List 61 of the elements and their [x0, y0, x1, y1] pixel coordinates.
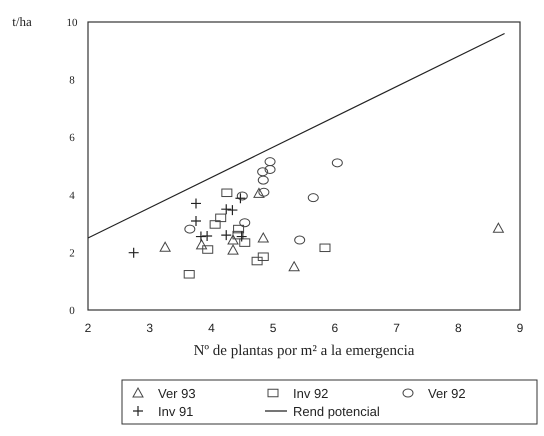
point [332, 158, 343, 168]
x-axis-title: Nº de plantas por m² a la emergencia [194, 343, 415, 359]
x-tick-label: 8 [454, 321, 462, 335]
point [202, 230, 213, 242]
point [228, 244, 239, 255]
point [257, 167, 268, 176]
x-tick-label: 6 [332, 321, 339, 335]
legend-label: Ver 92 [428, 386, 466, 401]
point [236, 230, 248, 242]
x-tick-label: 2 [84, 321, 92, 335]
point [226, 204, 238, 216]
point [308, 193, 319, 202]
y-tick-label: 6 [69, 132, 76, 144]
point [233, 224, 244, 234]
x-tick-label: 5 [270, 321, 277, 335]
point [258, 188, 270, 197]
legend-label: Inv 91 [158, 404, 194, 419]
point [239, 218, 250, 228]
point [210, 220, 221, 229]
point [202, 245, 214, 254]
y-tick-label: 0 [69, 305, 76, 317]
point [236, 191, 248, 200]
point [258, 176, 269, 185]
point [220, 204, 232, 215]
point [258, 252, 269, 261]
point [228, 234, 239, 245]
point [195, 230, 207, 242]
x-tick-label: 7 [393, 321, 400, 335]
point [264, 157, 276, 166]
point [258, 232, 269, 242]
point [190, 198, 202, 210]
point [319, 244, 330, 252]
point [234, 192, 246, 204]
point [220, 230, 232, 241]
y-tick-label: 8 [69, 74, 76, 87]
point [288, 261, 300, 272]
point [184, 270, 195, 279]
x-tick-label: 3 [146, 321, 154, 335]
point [264, 164, 276, 174]
x-tick-label: 4 [208, 321, 216, 335]
legend-label: Ver 93 [158, 386, 196, 401]
point [492, 222, 504, 233]
point [215, 214, 226, 222]
y-tick-label: 2 [69, 247, 75, 260]
point [232, 230, 244, 240]
y-tick-label: 10 [66, 17, 78, 29]
point [128, 247, 140, 258]
point [190, 215, 202, 227]
point [239, 238, 250, 247]
point [160, 242, 171, 252]
y-axis-title: t/ha [12, 14, 32, 29]
y-tick-label: 4 [69, 190, 76, 202]
x-tick-label: 9 [516, 321, 524, 335]
point [252, 256, 263, 266]
point [184, 224, 196, 234]
point [221, 188, 232, 198]
legend-label: Rend potencial [293, 404, 380, 419]
point [253, 188, 264, 198]
legend-label: Inv 92 [293, 386, 328, 401]
point [196, 239, 208, 250]
point [294, 236, 306, 245]
